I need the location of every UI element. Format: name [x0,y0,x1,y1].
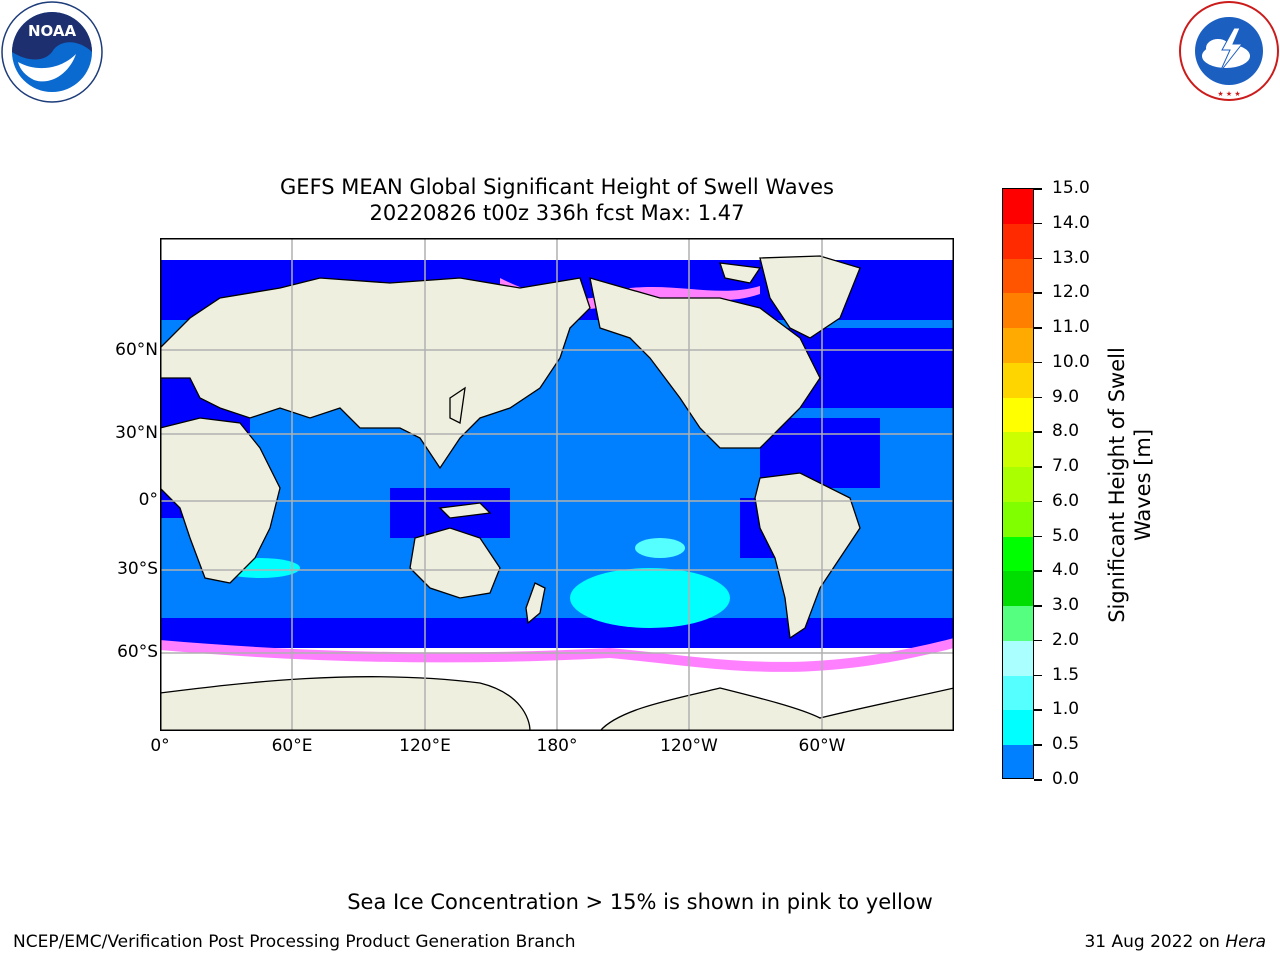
colorbar-tick-label: 11.0 [1052,317,1090,338]
colorbar-tick-label: 14.0 [1052,212,1090,233]
colorbar-segment [1003,501,1033,538]
colorbar-segment [1003,432,1033,469]
colorbar-tick-label: 15.0 [1052,178,1090,198]
colorbar-tick-label: 3.0 [1052,595,1080,616]
colorbar-segment [1003,606,1033,642]
footer-date: 31 Aug 2022 on Hera [1084,932,1266,952]
lon-label-120e: 120°E [399,736,451,756]
lat-label-60n: 60°N [115,340,158,360]
colorbar-tick [1034,257,1042,260]
colorbar-segment [1003,397,1033,434]
noaa-logo-text: NOAA [28,22,77,40]
colorbar-segment [1003,293,1033,330]
colorbar-segment [1003,710,1033,747]
colorbar-tick-label: 13.0 [1052,247,1090,268]
colorbar-segment [1003,675,1033,712]
footer-branch: NCEP/EMC/Verification Post Processing Pr… [13,932,576,952]
sea-ice-note: Sea Ice Concentration > 15% is shown in … [347,890,933,914]
colorbar-tick-label: 0.0 [1052,769,1080,789]
colorbar-tick-label: 1.5 [1052,664,1080,685]
noaa-logo: NOAA [1,1,103,103]
colorbar-tick-label: 10.0 [1052,351,1090,372]
colorbar-tick [1034,431,1042,433]
colorbar-tick-label: 1.0 [1052,699,1080,720]
colorbar-tick-label: 6.0 [1052,490,1080,511]
colorbar-tick [1034,396,1042,399]
colorbar-tick [1034,709,1042,711]
colorbar-tick [1034,292,1042,294]
colorbar-tick [1034,674,1042,677]
colorbar-tick [1034,327,1042,329]
colorbar-tick [1034,466,1042,468]
colorbar-title-line1: Significant Height of Swell [1105,347,1129,623]
colorbar-tick-label: 9.0 [1052,386,1080,407]
colorbar-title-line2: Waves [m] [1131,428,1155,542]
colorbar-segment [1003,258,1033,295]
lon-label-180: 180° [536,736,578,756]
colorbar-segment [1003,467,1033,503]
lon-label-60e: 60°E [271,736,313,756]
colorbar-tick [1034,570,1042,572]
colorbar-tick [1034,605,1042,607]
footer-date-text: 31 Aug 2022 on [1084,932,1226,952]
chart-subtitle: 20220826 t00z 336h fcst Max: 1.47 [369,201,745,225]
colorbar-segment [1003,362,1033,399]
colorbar-tick [1034,779,1042,781]
lon-label-120w: 120°W [660,736,718,756]
colorbar-tick-label: 5.0 [1052,525,1080,546]
lat-label-30n: 30°N [115,423,158,443]
colorbar-segment [1003,745,1033,778]
colorbar-tick [1034,361,1042,364]
lat-label-60s: 60°S [117,642,158,662]
graticule [160,238,954,731]
colorbar-tick [1034,500,1042,503]
swell-map [160,238,954,731]
footer-machine: Hera [1225,932,1266,952]
land-masses [160,255,954,731]
colorbar-tick-label: 8.0 [1052,421,1080,442]
lon-label-0: 0° [150,736,170,756]
colorbar-segment [1003,328,1033,364]
chart-title: GEFS MEAN Global Significant Height of S… [280,175,834,199]
svg-text:★ ★ ★: ★ ★ ★ [1217,90,1240,98]
colorbar-tick [1034,639,1042,642]
colorbar-tick [1034,535,1042,538]
colorbar-segment [1003,223,1033,260]
colorbar-segment [1003,189,1033,225]
colorbar-tick-label: 7.0 [1052,456,1080,477]
lon-label-60w: 60°W [798,736,846,756]
colorbar [1002,188,1034,779]
colorbar-tick [1034,188,1042,190]
lat-label-0: 0° [138,490,158,510]
colorbar-tick-label: 2.0 [1052,629,1080,650]
nws-logo: ★ ★ ★ [1179,1,1279,101]
colorbar-tick [1034,744,1042,746]
colorbar-segment [1003,640,1033,677]
colorbar-tick-label: 12.0 [1052,282,1090,303]
colorbar-tick-label: 0.5 [1052,734,1080,755]
colorbar-title: Significant Height of Swell Waves [m] [1104,347,1156,623]
colorbar-tick-label: 4.0 [1052,560,1080,581]
colorbar-segment [1003,571,1033,608]
lat-label-30s: 30°S [117,559,158,579]
colorbar-tick [1034,222,1042,225]
colorbar-segment [1003,536,1033,573]
